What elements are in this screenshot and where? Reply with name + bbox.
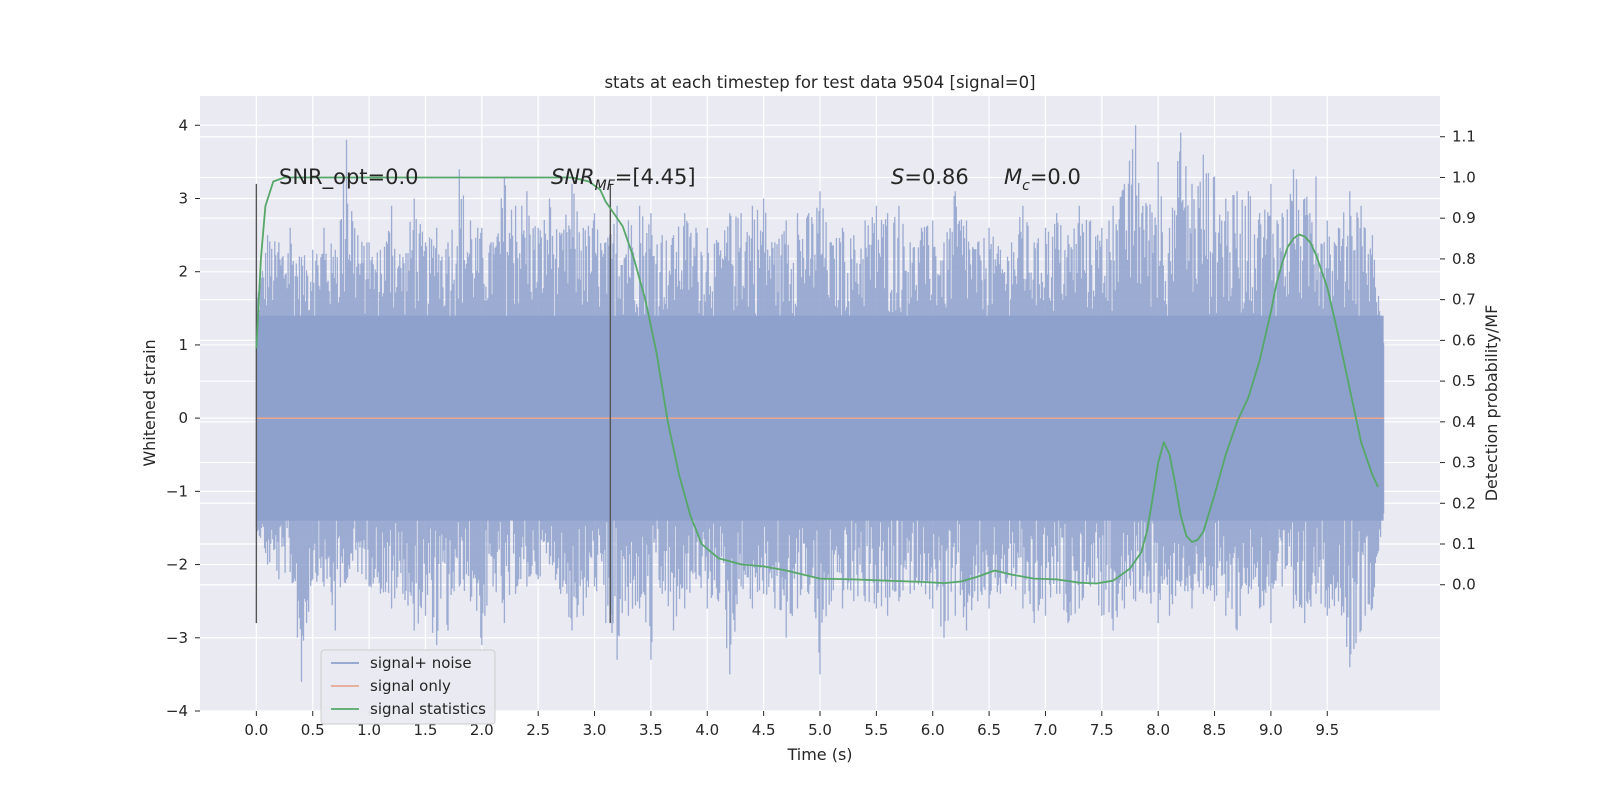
x-tick-label: 1.5 — [414, 721, 438, 739]
y2-tick-label: 0.3 — [1452, 454, 1476, 472]
s-value: =0.86 — [904, 165, 968, 189]
x-tick-label: 1.0 — [357, 721, 381, 739]
x-tick-label: 6.5 — [977, 721, 1001, 739]
snr-mf-value: =[4.45] — [615, 165, 696, 189]
mc-sub: c — [1022, 178, 1030, 194]
x-tick-label: 4.5 — [752, 721, 776, 739]
y-tick-label: 0 — [178, 409, 188, 427]
x-tick-label: 9.5 — [1315, 721, 1339, 739]
y-tick-label: 2 — [178, 263, 188, 281]
y2-tick-label: 0.5 — [1452, 372, 1476, 390]
chart-title: stats at each timestep for test data 950… — [604, 73, 1035, 92]
x-tick-label: 7.0 — [1034, 721, 1058, 739]
annotation-mc: Mc=0.0 — [1004, 165, 1081, 194]
annotation-snr-opt: SNR_opt=0.0 — [279, 165, 419, 190]
y-tick-label: −4 — [166, 702, 188, 720]
y-tick-label: 1 — [178, 336, 188, 354]
mc-value: =0.0 — [1030, 165, 1081, 189]
x-tick-label: 3.5 — [639, 721, 663, 739]
y-tick-label: −1 — [166, 482, 188, 500]
signal-statistics-series — [255, 176, 1379, 585]
x-tick-label: 8.0 — [1146, 721, 1170, 739]
legend: signal+ noise signal only signal statist… — [320, 649, 496, 725]
legend-label-signal-statistics: signal statistics — [370, 700, 486, 718]
annotation-snr-mf: SNRMF=[4.45] — [551, 165, 696, 194]
y2-tick-labels: 1.1 1.0 0.9 0.8 0.7 0.6 0.5 0.4 0.3 0.2 0.1 0.0 — [1440, 128, 1476, 594]
x-tick-label: 2.0 — [470, 721, 494, 739]
mc-main: M — [1004, 165, 1022, 189]
y-tick-labels: 4 3 2 1 0 −1 −2 −3 −4 — [166, 116, 200, 720]
y2-tick-label: 0.6 — [1452, 331, 1476, 349]
y-tick-label: 3 — [178, 190, 188, 208]
y-axis-label: Whitened strain — [140, 339, 159, 466]
x-tick-label: 2.5 — [526, 721, 550, 739]
y2-tick-label: 0.8 — [1452, 250, 1476, 268]
y2-tick-label: 0.1 — [1452, 535, 1476, 553]
x-tick-label: 0.5 — [301, 721, 325, 739]
y-tick-label: 4 — [178, 116, 188, 134]
y2-axis-label: Detection probability/MF — [1482, 305, 1501, 502]
legend-label-signal-only: signal only — [370, 677, 451, 695]
x-tick-label: 8.5 — [1203, 721, 1227, 739]
y2-tick-label: 1.0 — [1452, 168, 1476, 186]
x-tick-label: 0.0 — [244, 721, 268, 739]
y-tick-label: −2 — [166, 556, 188, 574]
x-tick-label: 4.0 — [695, 721, 719, 739]
snr-mf-main: SNR — [551, 165, 595, 189]
x-tick-label: 5.0 — [808, 721, 832, 739]
x-axis-label: Time (s) — [786, 745, 852, 764]
x-tick-labels: 0.0 0.5 1.0 1.5 2.0 2.5 3.0 3.5 4.0 4.5 5.0 5.5 6.0 6… — [244, 711, 1339, 739]
y2-tick-label: 1.1 — [1452, 128, 1476, 146]
x-tick-label: 3.0 — [583, 721, 607, 739]
y2-tick-label: 0.7 — [1452, 291, 1476, 309]
x-tick-label: 7.5 — [1090, 721, 1114, 739]
x-tick-label: 9.0 — [1259, 721, 1283, 739]
marker-lines — [255, 183, 612, 624]
legend-box — [320, 649, 496, 725]
y2-tick-label: 0.4 — [1452, 413, 1476, 431]
x-tick-label: 6.0 — [921, 721, 945, 739]
annotation-s: S=0.86 — [891, 165, 969, 189]
s-main: S — [891, 165, 904, 189]
y2-tick-label: 0.9 — [1452, 209, 1476, 227]
signal-statistics-line — [255, 176, 1379, 585]
y-tick-label: −3 — [166, 629, 188, 647]
x-tick-label: 5.5 — [864, 721, 888, 739]
y2-tick-label: 0.2 — [1452, 494, 1476, 512]
snr-mf-sub: MF — [595, 178, 616, 194]
legend-label-signal-noise: signal+ noise — [370, 654, 472, 672]
y2-tick-label: 0.0 — [1452, 576, 1476, 594]
